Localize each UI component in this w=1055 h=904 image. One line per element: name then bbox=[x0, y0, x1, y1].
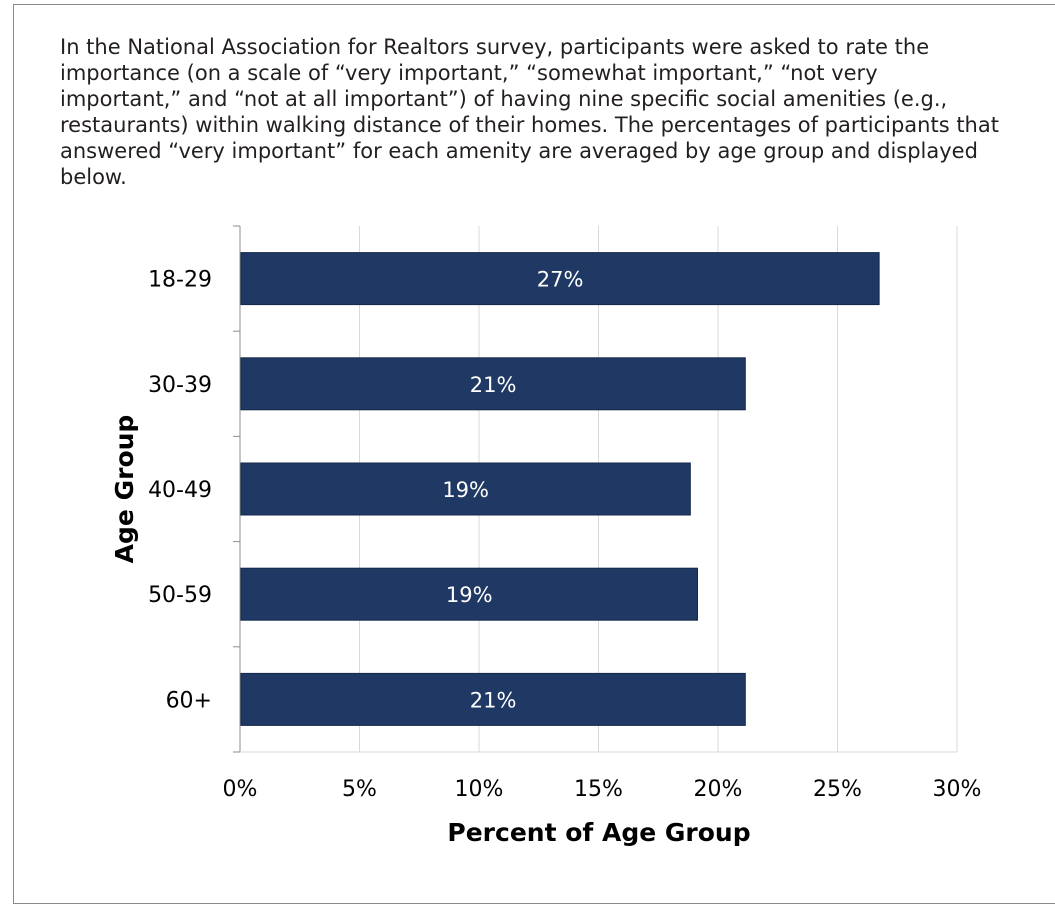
x-tick-label: 0% bbox=[223, 777, 258, 802]
y-axis-title: Age Group bbox=[110, 415, 139, 564]
y-tick-label: 30-39 bbox=[148, 373, 212, 398]
x-tick-label: 20% bbox=[694, 777, 743, 802]
x-axis-title: Percent of Age Group bbox=[447, 818, 750, 847]
x-tick-label: 10% bbox=[455, 777, 504, 802]
bar bbox=[240, 672, 746, 726]
bar-data-label: 27% bbox=[537, 268, 584, 292]
bar bbox=[240, 567, 698, 621]
bar bbox=[240, 252, 880, 306]
bar bbox=[240, 462, 691, 516]
x-tick-label: 15% bbox=[574, 777, 623, 802]
y-tick-label: 60+ bbox=[166, 688, 212, 713]
y-tick-label: 18-29 bbox=[148, 268, 212, 293]
bar-data-label: 19% bbox=[446, 583, 493, 607]
x-tick-label: 5% bbox=[342, 777, 377, 802]
bar-chart: 27% 21% 19% 19% 21% 0% 5% 10% 15% 20% 25% 30% 18-29… bbox=[110, 225, 982, 847]
bar-data-label: 21% bbox=[470, 373, 517, 397]
bars: 27% 21% 19% 19% 21% bbox=[240, 252, 880, 726]
bar-data-label: 21% bbox=[470, 688, 517, 712]
x-tick-label: 30% bbox=[933, 777, 982, 802]
bar bbox=[240, 357, 746, 411]
figure-frame bbox=[13, 4, 1055, 904]
x-tick-label: 25% bbox=[813, 777, 862, 802]
y-tick-label: 40-49 bbox=[148, 478, 212, 503]
bar-data-label: 19% bbox=[442, 478, 489, 502]
intro-paragraph: In the National Association for Realtors… bbox=[60, 35, 999, 189]
y-tick-label: 50-59 bbox=[148, 583, 212, 608]
axes: 0% 5% 10% 15% 20% 25% 30% 18-29 30-39 40-49 50-59 6… bbox=[148, 225, 982, 802]
